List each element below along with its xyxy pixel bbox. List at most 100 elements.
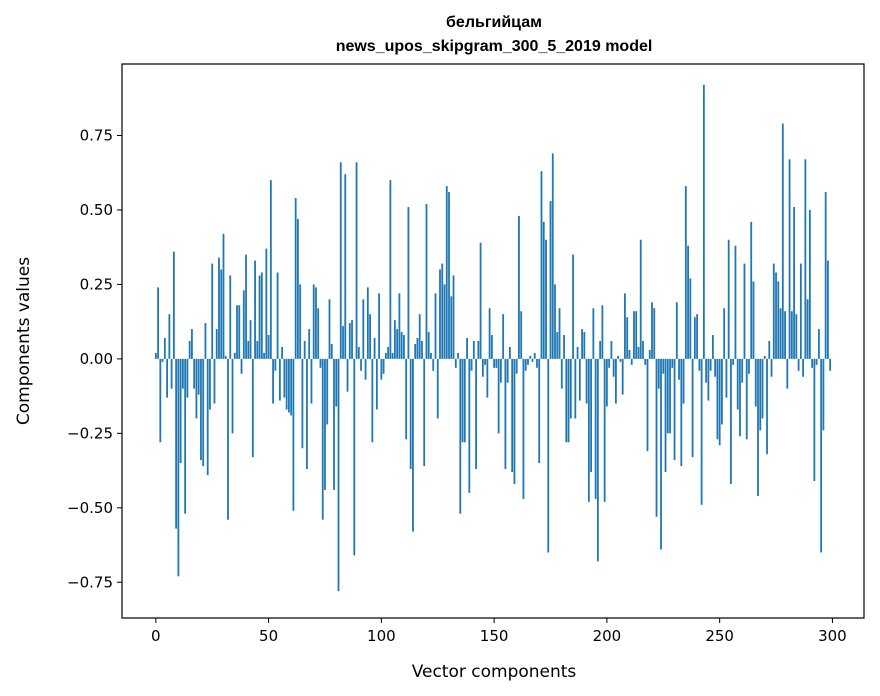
- bar: [626, 317, 629, 359]
- bar: [547, 358, 550, 553]
- bar: [423, 358, 426, 467]
- bar: [227, 358, 229, 520]
- bar: [707, 358, 710, 401]
- bar: [353, 358, 356, 556]
- bar: [159, 358, 162, 443]
- bar: [400, 332, 403, 359]
- bar: [348, 323, 351, 359]
- bar: [168, 314, 171, 359]
- x-axis-ticks: 0 50 100 150 200 250 300: [151, 618, 847, 645]
- bar: [644, 358, 647, 365]
- bar: [251, 358, 254, 458]
- bar: [502, 314, 505, 359]
- bar: [427, 332, 430, 359]
- bar: [238, 305, 241, 359]
- bar: [693, 317, 696, 359]
- bar: [486, 358, 489, 398]
- bar: [581, 329, 583, 359]
- bar: [594, 358, 597, 499]
- bar: [766, 358, 768, 455]
- bar: [242, 290, 245, 359]
- bar: [346, 358, 349, 392]
- bar: [829, 358, 832, 371]
- bar: [436, 358, 439, 419]
- bar: [628, 349, 631, 359]
- bar: [477, 341, 480, 359]
- bar: [317, 308, 320, 359]
- bar: [741, 358, 744, 383]
- bar: [680, 358, 683, 467]
- bar: [642, 341, 644, 359]
- bar: [265, 248, 268, 359]
- bar: [215, 329, 218, 359]
- bar: [675, 302, 678, 359]
- bar: [387, 346, 390, 359]
- bar: [718, 358, 721, 446]
- bar: [283, 358, 286, 398]
- bar: [504, 358, 507, 470]
- bars-group: [154, 84, 832, 592]
- bar: [285, 358, 288, 410]
- bar: [563, 335, 565, 359]
- bar: [666, 358, 669, 434]
- bar: [175, 358, 178, 529]
- bar: [324, 358, 326, 490]
- bar: [578, 358, 581, 401]
- bar: [596, 358, 599, 562]
- bar: [170, 358, 173, 389]
- bar: [702, 84, 705, 359]
- bar: [612, 358, 615, 377]
- bar: [797, 358, 800, 371]
- bar: [412, 358, 414, 532]
- bar: [466, 338, 468, 359]
- bar: [297, 218, 299, 359]
- plot-frame: [121, 63, 865, 619]
- bar: [382, 358, 385, 374]
- bar: [497, 358, 500, 434]
- bar: [587, 358, 590, 502]
- bar: [398, 293, 401, 359]
- bar: [518, 215, 520, 359]
- bar: [371, 358, 374, 443]
- bar: [590, 358, 592, 473]
- bar: [610, 341, 613, 359]
- bar: [768, 341, 771, 359]
- bar: [233, 352, 236, 359]
- bar: [551, 153, 554, 359]
- bar: [624, 293, 626, 359]
- bar: [754, 358, 757, 407]
- bar: [472, 341, 475, 359]
- bar: [306, 358, 308, 470]
- bar: [748, 358, 750, 374]
- bar: [161, 358, 164, 362]
- bar: [312, 284, 315, 359]
- bar: [745, 358, 748, 440]
- bar: [775, 272, 777, 359]
- bar: [267, 335, 270, 359]
- bar: [711, 335, 714, 359]
- bar: [669, 358, 671, 434]
- bar: [558, 308, 561, 359]
- bar: [260, 272, 263, 359]
- bar: [799, 263, 802, 359]
- bar: [678, 358, 680, 380]
- bar: [355, 162, 358, 359]
- bar: [660, 358, 662, 550]
- bar: [802, 358, 804, 377]
- bar: [454, 358, 457, 368]
- bar: [200, 358, 202, 461]
- bar: [193, 358, 196, 389]
- bar: [177, 358, 180, 577]
- bar: [493, 358, 496, 368]
- bar: [495, 358, 498, 368]
- bar: [705, 358, 708, 383]
- bar: [603, 358, 606, 502]
- bar: [657, 358, 660, 389]
- bar: [567, 358, 570, 443]
- bar: [384, 352, 387, 359]
- bar: [538, 358, 541, 464]
- bar: [434, 293, 437, 359]
- bar: [468, 358, 471, 493]
- bar: [743, 263, 746, 359]
- bar: [806, 299, 809, 359]
